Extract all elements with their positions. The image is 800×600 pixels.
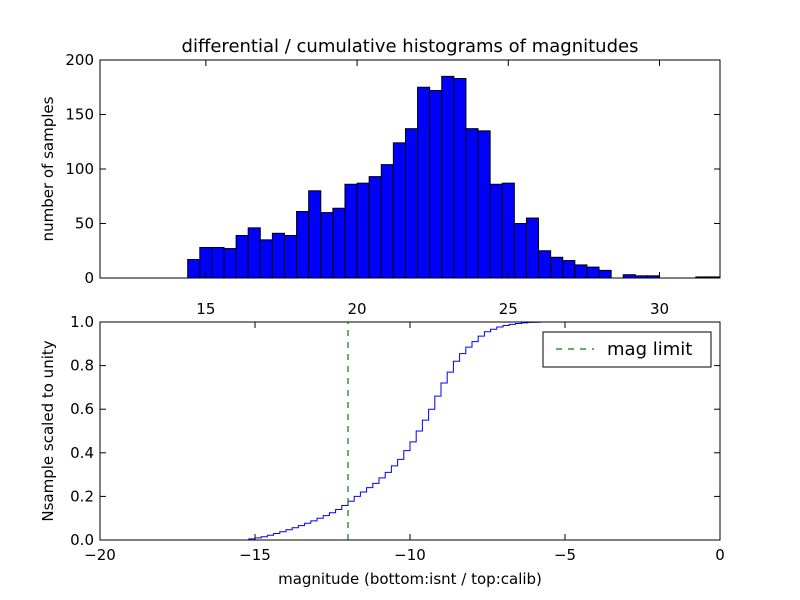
histogram-bar bbox=[550, 256, 564, 279]
y-tick-label: 200 bbox=[65, 51, 94, 69]
histogram-bar bbox=[538, 250, 552, 279]
legend: mag limit bbox=[542, 331, 712, 368]
histogram-bar bbox=[235, 234, 249, 279]
histogram-bar bbox=[598, 269, 612, 279]
histogram-bar bbox=[477, 130, 491, 279]
histogram-bar bbox=[574, 264, 588, 279]
x-axis-label: magnitude (bottom:isnt / top:calib) bbox=[278, 570, 542, 588]
histogram-bar bbox=[187, 258, 201, 279]
y-tick-label: 1.0 bbox=[70, 313, 94, 331]
x-tick-label: 0 bbox=[715, 546, 725, 564]
histogram-bar bbox=[223, 248, 237, 279]
histogram-bar bbox=[562, 260, 576, 279]
y-tick-label: 0.2 bbox=[70, 487, 94, 505]
top-y-axis-label: number of samples bbox=[39, 96, 57, 241]
histogram-bar bbox=[513, 223, 527, 279]
histogram-bar bbox=[489, 183, 503, 279]
x-tick-label: 30 bbox=[650, 300, 669, 318]
x-tick-label: −15 bbox=[239, 546, 271, 564]
histogram-bar bbox=[271, 232, 285, 279]
y-tick-label: 0.4 bbox=[70, 444, 94, 462]
histogram-bar bbox=[308, 190, 322, 279]
y-tick-label: 100 bbox=[65, 160, 94, 178]
top-x-ticks: 15 20 25 30 bbox=[196, 60, 669, 318]
histogram-bar bbox=[356, 182, 370, 279]
legend-label: mag limit bbox=[607, 339, 692, 360]
histogram-bar bbox=[380, 164, 394, 279]
histogram-bar bbox=[211, 246, 225, 279]
histogram-bar bbox=[404, 128, 419, 279]
bottom-y-axis-label: Nsample scaled to unity bbox=[39, 340, 57, 521]
histogram-bar bbox=[247, 227, 261, 279]
x-tick-label: −10 bbox=[394, 546, 426, 564]
histogram-bar bbox=[501, 182, 515, 279]
bottom-x-ticks: −20 −15 −10 −5 0 bbox=[84, 322, 725, 564]
histogram-bar bbox=[525, 217, 540, 279]
histogram-bar bbox=[283, 234, 298, 279]
y-tick-label: 0 bbox=[84, 269, 94, 287]
cumulative-lines bbox=[100, 321, 720, 541]
histogram-bar bbox=[332, 207, 346, 279]
histogram-bar bbox=[441, 75, 455, 279]
histogram-bar bbox=[586, 266, 600, 279]
x-tick-label: 20 bbox=[348, 300, 367, 318]
histogram-bar bbox=[368, 176, 382, 279]
histogram-bar bbox=[392, 142, 406, 279]
cumulative-step-line bbox=[100, 321, 720, 541]
histogram-bar bbox=[465, 128, 479, 279]
histogram-bar bbox=[296, 211, 310, 279]
y-tick-label: 50 bbox=[75, 215, 94, 233]
bottom-y-ticks: 0.0 0.2 0.4 0.6 0.8 1.0 bbox=[70, 313, 720, 549]
histogram-bar bbox=[453, 78, 467, 279]
histogram-bar bbox=[259, 239, 273, 279]
histogram-bar bbox=[320, 212, 334, 279]
x-tick-label: 15 bbox=[196, 300, 215, 318]
histogram-bar bbox=[417, 86, 431, 279]
y-tick-label: 0.8 bbox=[70, 357, 94, 375]
top-y-ticks: 0 50 100 150 200 bbox=[65, 51, 720, 287]
figure-title: differential / cumulative histograms of … bbox=[182, 36, 639, 57]
x-tick-label: −5 bbox=[554, 546, 576, 564]
histogram-bar bbox=[344, 183, 358, 279]
x-tick-label: −20 bbox=[84, 546, 116, 564]
x-tick-label: 25 bbox=[499, 300, 518, 318]
y-tick-label: 0.6 bbox=[70, 400, 94, 418]
histogram-bars bbox=[187, 75, 721, 279]
histogram-bar bbox=[429, 90, 443, 279]
y-tick-label: 0.0 bbox=[70, 531, 94, 549]
y-tick-label: 150 bbox=[65, 106, 94, 124]
